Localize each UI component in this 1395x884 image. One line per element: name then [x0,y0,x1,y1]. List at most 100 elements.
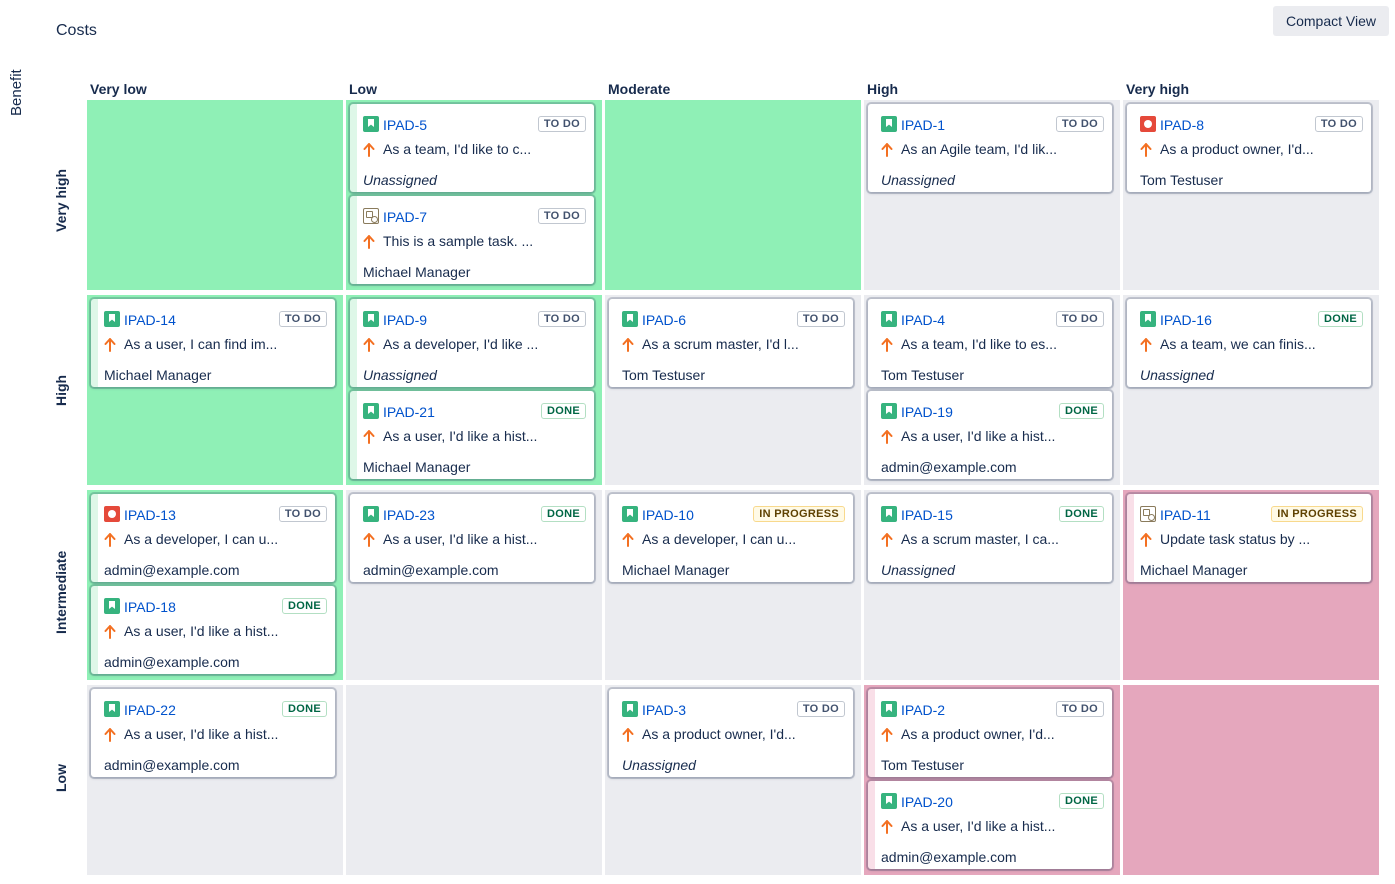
issue-key-link[interactable]: IPAD-6 [642,312,687,328]
status-badge: TO DO [537,311,586,327]
issue-key-link[interactable]: IPAD-8 [1160,117,1205,133]
issue-card[interactable]: IPAD-6 TO DO As a scrum master, I'd l... To… [609,299,853,387]
card-summary-row: As an Agile team, I'd lik... [881,140,1104,158]
issue-card[interactable]: IPAD-10 IN PROGRESS As a developer, I can … [609,494,853,582]
story-icon [363,403,379,419]
issue-card[interactable]: IPAD-15 DONE As a scrum master, I ca... Una… [868,494,1112,582]
card-summary-row: As a user, I'd like a hist... [363,427,586,445]
issue-key-link[interactable]: IPAD-2 [901,702,946,718]
issue-key-link[interactable]: IPAD-5 [383,117,428,133]
compact-view-button[interactable]: Compact View [1273,6,1389,36]
matrix-cell [346,685,602,875]
issue-key-link[interactable]: IPAD-13 [124,507,176,523]
story-icon [104,311,120,327]
priority-high-arrow-icon [1140,338,1152,352]
card-header: IPAD-15 DONE [881,504,1104,524]
card-summary-row: As a product owner, I'd... [881,725,1104,743]
card-header: IPAD-18 DONE [104,596,327,616]
issue-card[interactable]: IPAD-18 DONE As a user, I'd like a hist...… [91,586,335,674]
card-header: IPAD-13 TO DO [104,504,327,524]
issue-summary: As a user, I can find im... [124,336,278,352]
issue-key-link[interactable]: IPAD-14 [124,312,176,328]
issue-key-link[interactable]: IPAD-23 [383,507,435,523]
issue-key-link[interactable]: IPAD-18 [124,599,176,615]
issue-card[interactable]: IPAD-21 DONE As a user, I'd like a hist...… [350,391,594,479]
issue-key-link[interactable]: IPAD-20 [901,794,953,810]
story-icon [881,793,897,809]
assignee-name: admin@example.com [104,654,240,670]
column-header-low: Low [349,81,377,97]
assignee-name: admin@example.com [363,562,499,578]
status-badge: IN PROGRESS [753,506,845,522]
issue-card[interactable]: IPAD-5 TO DO As a team, I'd like to c... Un… [350,104,594,192]
issue-key-link[interactable]: IPAD-7 [383,209,428,225]
card-header: IPAD-9 TO DO [363,309,586,329]
matrix-cell: IPAD-16 DONE As a team, we can finis... Una… [1123,295,1379,485]
issue-summary: As a user, I'd like a hist... [383,428,538,444]
card-summary-row: This is a sample task. ... [363,232,586,250]
issue-card[interactable]: IPAD-7 TO DO This is a sample task. ... Mic… [350,196,594,284]
status-badge: DONE [541,506,586,522]
assignee-name: Unassigned [881,562,955,578]
issue-key-link[interactable]: IPAD-16 [1160,312,1212,328]
priority-high-arrow-icon [363,338,375,352]
issue-key-link[interactable]: IPAD-22 [124,702,176,718]
issue-key-link[interactable]: IPAD-11 [1160,507,1211,523]
assignee-name: Tom Testuser [622,367,705,383]
matrix-cell: IPAD-15 DONE As a scrum master, I ca... Una… [864,490,1120,680]
row-label-very-high: Very high [53,168,69,232]
issue-card[interactable]: IPAD-14 TO DO As a user, I can find im... M… [91,299,335,387]
issue-card[interactable]: IPAD-9 TO DO As a developer, I'd like ... U… [350,299,594,387]
issue-key-link[interactable]: IPAD-9 [383,312,428,328]
issue-summary: As a product owner, I'd... [1160,141,1314,157]
issue-card[interactable]: IPAD-4 TO DO As a team, I'd like to es... T… [868,299,1112,387]
assignee-name: Tom Testuser [881,367,964,383]
issue-key-link[interactable]: IPAD-1 [901,117,946,133]
issue-key-link[interactable]: IPAD-15 [901,507,953,523]
matrix-cell: IPAD-6 TO DO As a scrum master, I'd l... To… [605,295,861,485]
issue-card[interactable]: IPAD-22 DONE As a user, I'd like a hist...… [91,689,335,777]
card-summary-row: As a product owner, I'd... [1140,140,1363,158]
card-header: IPAD-16 DONE [1140,309,1363,329]
issue-key-link[interactable]: IPAD-19 [901,404,953,420]
story-icon [881,701,897,717]
issue-card[interactable]: IPAD-19 DONE As a user, I'd like a hist...… [868,391,1112,479]
assignee-name: admin@example.com [881,459,1017,475]
status-badge: DONE [541,403,586,419]
issue-card[interactable]: IPAD-23 DONE As a user, I'd like a hist...… [350,494,594,582]
assignee-name: Michael Manager [104,367,212,383]
card-header: IPAD-20 DONE [881,791,1104,811]
card-summary-row: As a scrum master, I ca... [881,530,1104,548]
issue-card[interactable]: IPAD-16 DONE As a team, we can finis... Una… [1127,299,1371,387]
priority-high-arrow-icon [622,728,634,742]
issue-summary: As a developer, I can u... [642,531,797,547]
issue-card[interactable]: IPAD-13 TO DO As a developer, I can u... ad… [91,494,335,582]
story-icon [363,506,379,522]
issue-key-link[interactable]: IPAD-3 [642,702,687,718]
issue-card[interactable]: IPAD-20 DONE As a user, I'd like a hist...… [868,781,1112,869]
card-summary-row: As a user, I can find im... [104,335,327,353]
priority-high-arrow-icon [104,625,116,639]
issue-card[interactable]: IPAD-3 TO DO As a product owner, I'd... Una… [609,689,853,777]
matrix-cell: IPAD-8 TO DO As a product owner, I'd... Tom… [1123,100,1379,290]
matrix-cell: IPAD-5 TO DO As a team, I'd like to c... Un… [346,100,602,290]
card-header: IPAD-5 TO DO [363,114,586,134]
card-header: IPAD-23 DONE [363,504,586,524]
column-header-high: High [867,81,899,97]
status-badge: TO DO [1055,311,1104,327]
card-header: IPAD-4 TO DO [881,309,1104,329]
issue-key-link[interactable]: IPAD-4 [901,312,946,328]
assignee-name: Unassigned [363,172,437,188]
card-summary-row: As a developer, I can u... [104,530,327,548]
priority-high-arrow-icon [104,728,116,742]
issue-key-link[interactable]: IPAD-10 [642,507,694,523]
issue-card[interactable]: IPAD-8 TO DO As a product owner, I'd... Tom… [1127,104,1371,192]
matrix-cell [1123,685,1379,875]
issue-summary: As a product owner, I'd... [901,726,1055,742]
issue-card[interactable]: IPAD-2 TO DO As a product owner, I'd... Tom… [868,689,1112,777]
issue-key-link[interactable]: IPAD-21 [383,404,435,420]
issue-card[interactable]: IPAD-1 TO DO As an Agile team, I'd lik... U… [868,104,1112,192]
issue-summary: As a scrum master, I'd l... [642,336,799,352]
issue-card[interactable]: IPAD-11 IN PROGRESS Update task status by … [1127,494,1371,582]
priority-high-arrow-icon [1140,143,1152,157]
